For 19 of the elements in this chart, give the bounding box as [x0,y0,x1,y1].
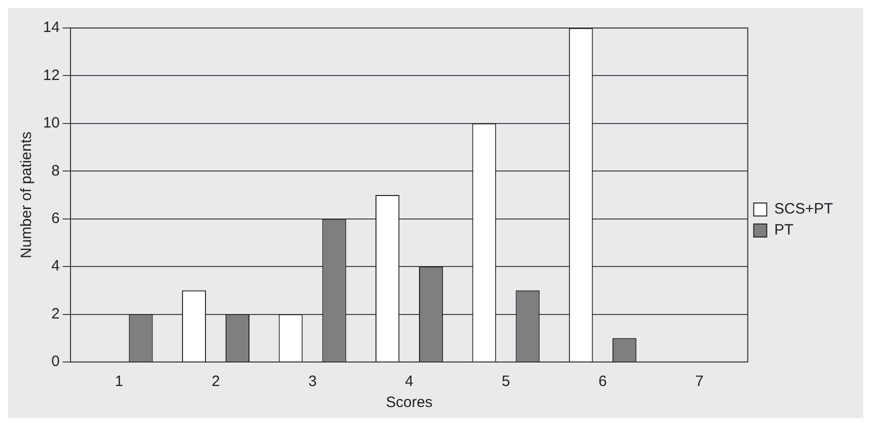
x-tick-label: 1 [114,373,124,390]
x-tick-label: 4 [405,373,414,390]
y-tick-label: 2 [51,305,60,322]
x-tick-label: 3 [308,373,317,390]
x-tick-label: 6 [598,373,607,390]
y-tick-label: 10 [42,114,60,132]
y-tick-label: 4 [51,258,60,275]
y-axis-title: Number of patients [18,132,36,258]
x-tick-label: 7 [695,373,704,390]
y-tick-label: 6 [51,210,60,227]
y-tick-label: 12 [42,66,60,84]
y-tick-label: 0 [51,353,60,370]
x-tick-label: 5 [502,373,510,390]
legend-label: PT [774,222,794,239]
y-tick-label: 8 [51,162,60,180]
x-tick-label: 2 [212,373,220,390]
legend-label: SCS+PT [774,200,834,218]
y-tick-label: 14 [42,19,60,36]
x-axis-title: Scores [386,394,433,412]
